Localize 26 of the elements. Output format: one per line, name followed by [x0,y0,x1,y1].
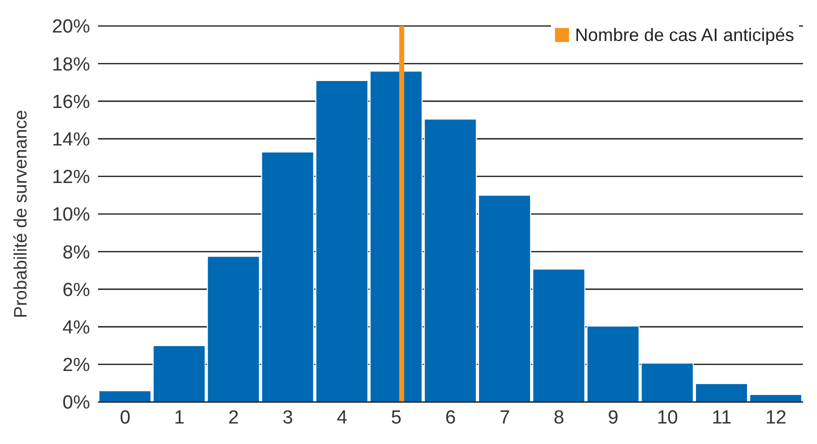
x-tick-label: 0 [120,407,130,428]
x-tick-label: 6 [445,407,456,428]
x-tick-label: 10 [656,407,678,428]
y-tick-label: 20% [52,16,90,38]
x-tick-label: 8 [554,407,564,428]
y-tick-label: 0% [62,392,90,414]
y-tick-label: 4% [62,318,90,339]
y-tick-label: 6% [62,280,90,301]
x-tick-label: 1 [174,407,185,428]
y-axis-title: Probabilité de survenance [10,110,30,318]
legend-label: Nombre de cas AI anticipés [575,25,794,45]
y-tick-label: 12% [52,167,90,188]
y-tick-label: 10% [52,204,90,226]
x-tick-label: 3 [282,407,294,428]
x-tick-label: 4 [336,407,348,428]
y-tick-label: 8% [62,242,90,264]
x-tick-label: 9 [608,407,618,428]
x-tick-label: 5 [390,407,402,428]
y-tick-label: 16% [52,92,90,113]
y-tick-label: 14% [52,130,90,151]
x-tick-label: 2 [228,407,239,428]
x-tick-label: 7 [499,407,510,428]
x-tick-label: 11 [712,407,732,428]
y-tick-label: 2% [62,355,90,376]
x-tick-label: 12 [765,407,786,428]
y-tick-label: 18% [52,54,90,76]
